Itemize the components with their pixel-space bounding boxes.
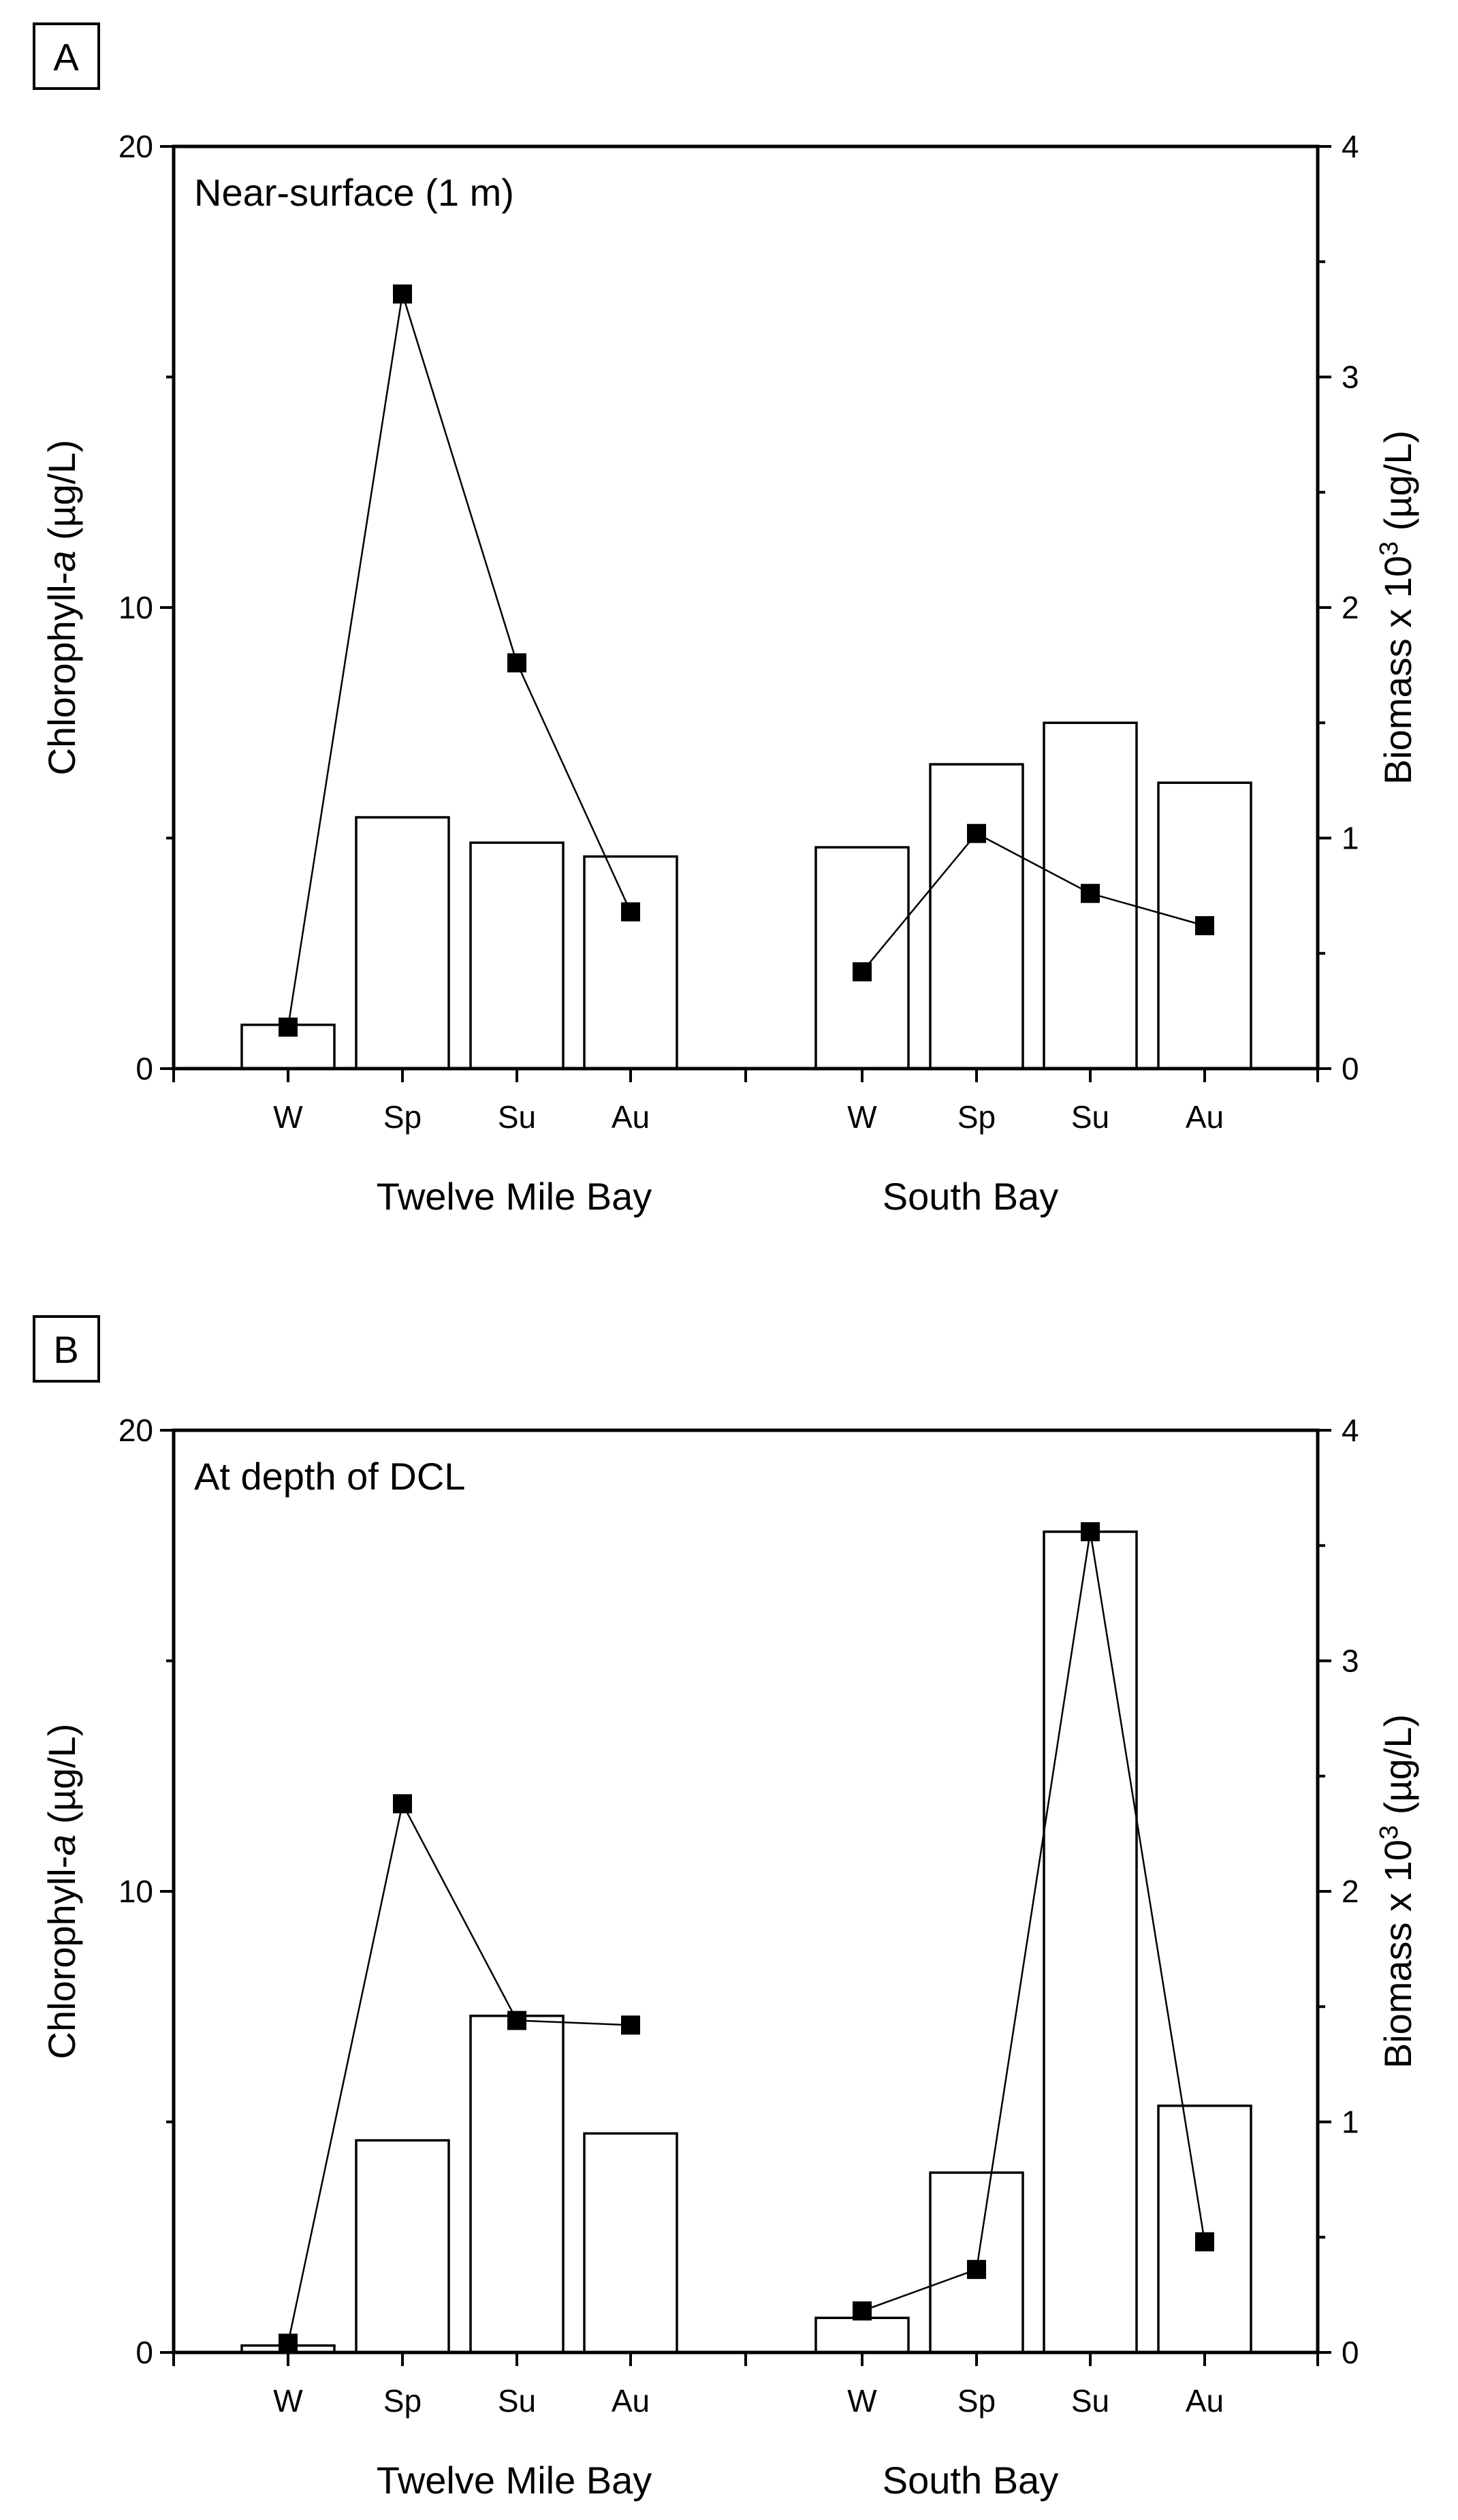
- chlorophyll-marker: [621, 2015, 640, 2035]
- group-label: Twelve Mile Bay: [377, 2459, 652, 2502]
- biomass-bar: [1043, 1530, 1138, 2354]
- category-label: Su: [1071, 2383, 1109, 2419]
- chlorophyll-marker: [853, 962, 872, 981]
- panel-letter-box: [33, 1315, 100, 1383]
- y2-tick-label: 2: [1342, 590, 1359, 625]
- y2-tick-label: 0: [1342, 2335, 1359, 2370]
- category-label: Au: [612, 1099, 650, 1135]
- right-y-axis: 0 1 2 3 4: [1318, 1413, 1359, 2370]
- panel-title: Near-surface (1 m): [194, 171, 514, 214]
- y2-tick-label: 4: [1342, 129, 1359, 164]
- category-label: W: [847, 1099, 877, 1135]
- chlorophyll-marker: [507, 653, 526, 673]
- biomass-bar: [1157, 2105, 1252, 2354]
- group-label: Twelve Mile Bay: [377, 1175, 652, 1218]
- category-label: Sp: [957, 2383, 996, 2419]
- panel-letter-box: [33, 22, 100, 90]
- chlorophyll-line: [861, 832, 1205, 973]
- category-label: W: [847, 2383, 877, 2419]
- bar-series: [240, 721, 1252, 1070]
- chlorophyll-marker: [621, 902, 640, 922]
- category-label: Sp: [383, 2383, 422, 2419]
- panel-letter: A: [53, 35, 79, 78]
- chlorophyll-marker: [853, 2301, 872, 2321]
- y-tick-label: 10: [118, 1874, 153, 1909]
- category-label: Au: [612, 2383, 650, 2419]
- y2-tick-label: 1: [1342, 2105, 1359, 2140]
- category-label: Su: [1071, 1099, 1109, 1135]
- y2-tick-label: 3: [1342, 1643, 1359, 1679]
- category-label: Su: [498, 2383, 536, 2419]
- x-axis: W Sp Su Au Twelve Mile Bay W Sp Su Au South Bay: [172, 2352, 1319, 2502]
- plot-frame: [172, 1428, 1320, 2354]
- category-label: Su: [498, 1099, 536, 1135]
- right-y-axis: 0 1 2 3 4: [1318, 129, 1359, 1086]
- y2-tick-label: 1: [1342, 821, 1359, 856]
- chlorophyll-marker: [1081, 883, 1100, 903]
- category-label: Sp: [383, 1099, 422, 1135]
- chlorophyll-series: [287, 294, 1205, 1028]
- biomass-bar: [1043, 721, 1138, 1070]
- category-label: Sp: [957, 1099, 996, 1135]
- chlorophyll-line: [287, 1801, 631, 2344]
- chlorophyll-series: [287, 1531, 1206, 2344]
- plot-frame: [172, 144, 1320, 1071]
- left-axis-title: Chlorophyll-a (µg/L): [40, 1724, 83, 2060]
- chlorophyll-marker: [393, 1794, 412, 1814]
- left-axis-title: Chlorophyll-a (µg/L): [40, 440, 83, 776]
- chlorophyll-marker: [1195, 916, 1214, 936]
- y2-tick-label: 3: [1342, 360, 1359, 395]
- chlorophyll-marker: [967, 823, 986, 843]
- chlorophyll-marker: [279, 1018, 298, 1037]
- y-tick-label: 0: [136, 2335, 153, 2370]
- biomass-bar: [929, 763, 1024, 1070]
- biomass-bar: [469, 2015, 565, 2354]
- chlorophyll-marker: [393, 284, 412, 304]
- chlorophyll-markers: [279, 284, 1214, 1037]
- y-tick-label: 0: [136, 1051, 153, 1086]
- chlorophyll-markers: [279, 1522, 1214, 2353]
- y2-tick-label: 4: [1342, 1413, 1359, 1448]
- y2-tick-label: 0: [1342, 1051, 1359, 1086]
- chlorophyll-marker: [279, 2333, 298, 2353]
- right-axis-title: Biomass x 103 (µg/L): [1375, 1714, 1419, 2068]
- y-tick-label: 20: [118, 1413, 153, 1448]
- chlorophyll-line: [287, 294, 632, 1028]
- x-axis: W Sp Su Au Twelve Mile Bay W Sp Su Au South Bay: [172, 1069, 1319, 1218]
- category-label: W: [273, 1099, 303, 1135]
- panel-a: A 0 10 20 0 1 2 3 4 W Sp Su Au Twelve Mile Bay W Sp S…: [33, 22, 1419, 1218]
- biomass-bar: [814, 2316, 910, 2354]
- left-y-axis: 0 10 20: [118, 1413, 174, 2370]
- y2-tick-label: 2: [1342, 1874, 1359, 1909]
- right-axis-title: Biomass x 103 (µg/L): [1375, 430, 1419, 785]
- panel-b: B 0 10 20 0 1 2 3 4 W Sp Su Au Twelve Mile Bay W Sp S…: [33, 1315, 1419, 2502]
- biomass-bar: [355, 2139, 450, 2354]
- chlorophyll-marker: [1081, 1522, 1100, 1541]
- group-label: South Bay: [883, 1175, 1058, 1218]
- biomass-bar: [814, 846, 910, 1070]
- chlorophyll-marker: [967, 2260, 986, 2280]
- biomass-bar: [583, 855, 678, 1070]
- panel-letter: B: [53, 1328, 78, 1371]
- left-y-axis: 0 10 20: [118, 129, 174, 1086]
- category-label: W: [273, 2383, 303, 2419]
- chlorophyll-marker: [507, 2011, 526, 2030]
- category-label: Au: [1186, 1099, 1224, 1135]
- panel-title: At depth of DCL: [194, 1455, 465, 1498]
- biomass-bar: [355, 816, 450, 1070]
- group-label: South Bay: [883, 2459, 1058, 2502]
- biomass-bar: [583, 2132, 678, 2354]
- y-tick-label: 10: [118, 590, 153, 625]
- category-label: Au: [1186, 2383, 1224, 2419]
- y-tick-label: 20: [118, 129, 153, 164]
- chlorophyll-marker: [1195, 2232, 1214, 2252]
- chlorophyll-line: [861, 1531, 1206, 2312]
- bar-series: [240, 1530, 1252, 2354]
- biomass-bar: [469, 841, 565, 1070]
